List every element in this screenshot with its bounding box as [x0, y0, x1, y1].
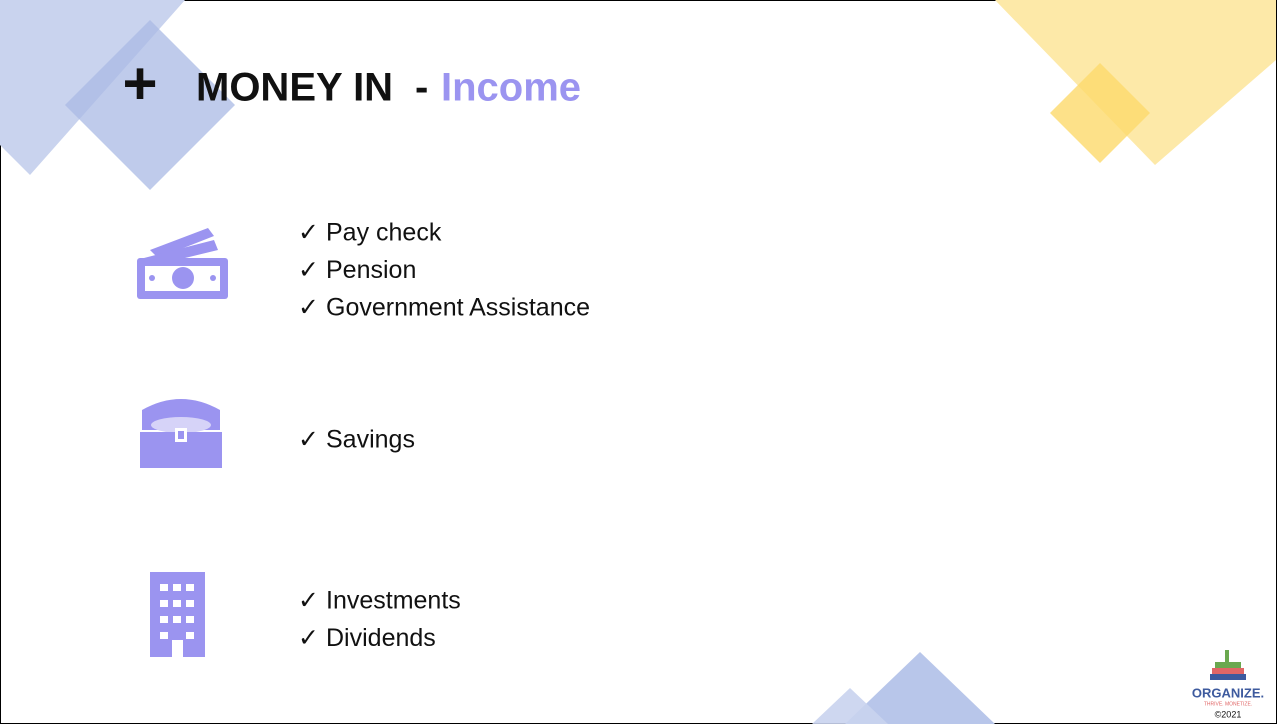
check-mark: ✓ — [298, 294, 319, 322]
logo-tagline: THRIVE. MONETIZE. — [1204, 701, 1252, 707]
list-item: Investments — [326, 587, 461, 615]
title-accent: Income — [441, 66, 581, 110]
title-dash: - — [415, 66, 428, 110]
list-item: Government Assistance — [326, 294, 590, 322]
title-main: MONEY IN — [196, 66, 393, 110]
check-mark: ✓ — [298, 624, 319, 652]
check-mark: ✓ — [298, 256, 319, 284]
title-plus: + — [122, 50, 157, 117]
deco-blue-bottom — [845, 652, 995, 724]
building-icon — [150, 572, 205, 657]
money-icon — [137, 228, 228, 299]
list-item: Pension — [326, 256, 416, 284]
list-item: Pay check — [326, 219, 442, 247]
logo-name: ORGANIZE. — [1192, 685, 1264, 700]
check-mark: ✓ — [298, 426, 319, 454]
deco-blue-small — [65, 20, 235, 190]
check-mark: ✓ — [298, 219, 319, 247]
check-mark: ✓ — [298, 587, 319, 615]
deco-blue-bottom-small — [812, 688, 888, 724]
deco-yellow-small — [1050, 63, 1150, 163]
chest-icon — [140, 399, 222, 468]
list-item: Savings — [326, 426, 415, 454]
logo-copyright: ©2021 — [1215, 709, 1242, 719]
list-item: Dividends — [326, 624, 436, 652]
logo: ORGANIZE. THRIVE. MONETIZE. ©2021 — [1192, 650, 1264, 719]
deco-yellow-large — [995, 0, 1276, 165]
